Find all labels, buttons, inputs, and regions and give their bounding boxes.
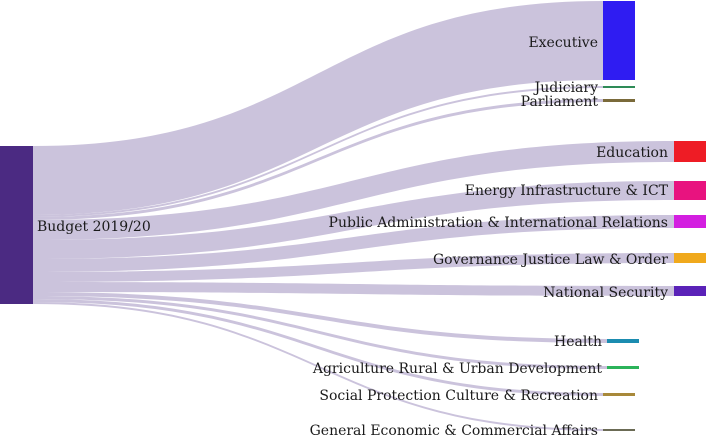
flow-link-national-security bbox=[33, 282, 674, 296]
node-public-admin bbox=[674, 215, 706, 228]
flow-link-education bbox=[33, 141, 674, 240]
node-energy bbox=[674, 181, 706, 200]
flow-link-public-admin bbox=[33, 215, 674, 272]
flow-link-governance bbox=[33, 253, 674, 282]
flow-link-judiciary bbox=[33, 86, 603, 217]
flow-link-agriculture bbox=[33, 296, 607, 369]
flow-links bbox=[33, 1, 674, 431]
source-node-budget bbox=[0, 146, 33, 304]
node-governance-label: Governance Justice Law & Order bbox=[433, 252, 668, 268]
node-social-protection bbox=[603, 393, 635, 396]
node-health-label: Health bbox=[554, 334, 602, 350]
node-energy-label: Energy Infrastructure & ICT bbox=[465, 183, 669, 199]
flow-link-general-economic bbox=[33, 302, 603, 431]
flow-link-social-protection bbox=[33, 299, 603, 396]
node-governance bbox=[674, 253, 706, 263]
node-parliament bbox=[603, 99, 635, 102]
flow-link-executive bbox=[33, 1, 603, 215]
node-agriculture-label: Agriculture Rural & Urban Development bbox=[312, 361, 603, 377]
node-education-label: Education bbox=[596, 145, 668, 161]
source-node-label: Budget 2019/20 bbox=[37, 219, 151, 235]
node-health bbox=[607, 339, 639, 343]
node-education bbox=[674, 141, 706, 162]
node-agriculture bbox=[607, 366, 639, 369]
node-public-admin-label: Public Administration & International Re… bbox=[329, 215, 668, 231]
flow-link-energy bbox=[33, 181, 674, 259]
node-judiciary-label: Judiciary bbox=[533, 80, 598, 96]
node-judiciary bbox=[603, 86, 635, 88]
flow-link-health bbox=[33, 292, 607, 343]
node-general-economic-label: General Economic & Commercial Affairs bbox=[310, 423, 598, 439]
node-national-security bbox=[674, 286, 706, 296]
node-executive-label: Executive bbox=[528, 35, 598, 51]
node-national-security-label: National Security bbox=[543, 285, 668, 301]
node-executive bbox=[603, 1, 635, 80]
node-parliament-label: Parliament bbox=[521, 94, 599, 110]
flow-link-parliament bbox=[33, 99, 603, 220]
node-social-protection-label: Social Protection Culture & Recreation bbox=[319, 388, 598, 404]
node-general-economic bbox=[603, 429, 635, 431]
